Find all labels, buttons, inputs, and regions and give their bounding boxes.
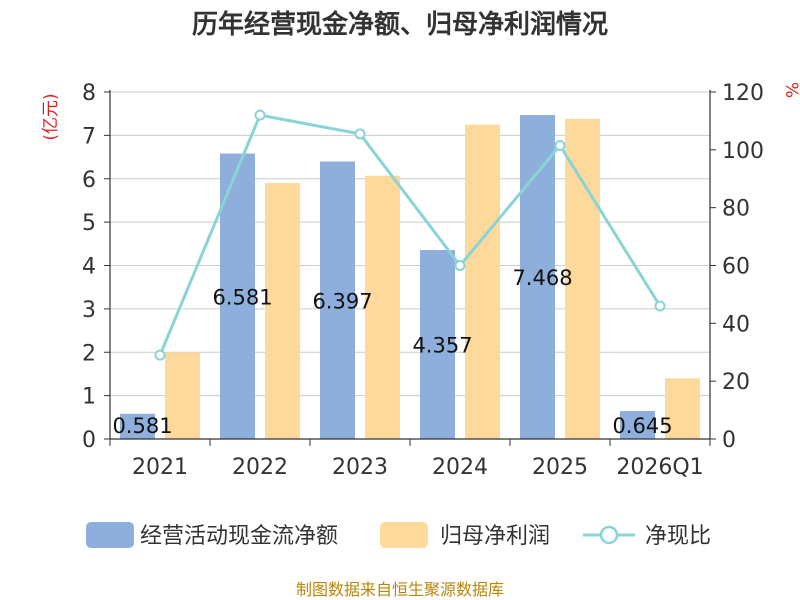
bar-value-label: 6.581	[212, 285, 272, 309]
left-tick-label: 0	[82, 428, 96, 453]
left-axis-unit: (亿元)	[41, 93, 61, 140]
source-note: 制图数据来自恒生聚源数据库	[296, 580, 504, 599]
ratio-point	[454, 260, 466, 271]
bar-net-profit	[265, 183, 300, 439]
bar-cash-flow	[320, 161, 355, 439]
bar-net-profit	[365, 175, 400, 439]
bar-value-label: 0.645	[612, 414, 672, 438]
x-tick-label: 2025	[532, 455, 588, 480]
bar-marks	[120, 115, 700, 439]
ratio-point	[554, 139, 566, 151]
x-tick-label: 2026Q1	[616, 455, 703, 480]
bar-net-profit	[565, 118, 600, 439]
left-tick-label: 7	[82, 124, 96, 149]
ratio-line-path	[158, 113, 662, 356]
bar-cash-flow	[420, 250, 455, 439]
right-tick-label: 100	[722, 139, 764, 164]
right-tick-label: 120	[722, 81, 764, 106]
bar-cash-flow	[220, 153, 255, 439]
bar-value-label: 7.468	[512, 266, 572, 290]
x-tick-label: 2022	[232, 455, 288, 480]
legend-swatch	[86, 522, 134, 548]
left-tick-label: 3	[82, 298, 96, 323]
ratio-line	[154, 109, 666, 361]
right-tick-label: 20	[722, 370, 750, 395]
x-tick-label: 2021	[132, 455, 188, 480]
bar-net-profit	[465, 124, 500, 439]
bar-net-profit	[665, 378, 700, 439]
right-axis-unit: %	[781, 82, 800, 98]
ratio-point	[654, 300, 666, 312]
legend: 经营活动现金流净额 归母净利润 净现比	[86, 522, 711, 549]
bar-value-label: 0.581	[112, 414, 172, 438]
bar-cash-flow	[120, 413, 155, 439]
bar-cash-flow	[520, 115, 555, 439]
legend-label: 净现比	[645, 524, 711, 549]
right-tick-label: 80	[722, 197, 750, 222]
legend-line-marker	[599, 525, 619, 545]
left-tick-label: 6	[82, 168, 96, 193]
gridlines	[110, 91, 710, 397]
bar-value-label: 4.357	[412, 334, 472, 358]
bar-value-label: 6.397	[312, 289, 372, 313]
bar-net-profit	[165, 352, 200, 439]
legend-label: 经营活动现金流净额	[140, 524, 338, 549]
x-tick-label: 2024	[432, 455, 488, 480]
right-tick-label: 40	[722, 312, 750, 337]
legend-label: 归母净利润	[440, 524, 550, 549]
chart-title: 历年经营现金净额、归母净利润情况	[192, 9, 608, 40]
left-tick-label: 4	[82, 255, 96, 280]
right-tick-label: 0	[722, 428, 736, 453]
left-tick-label: 2	[82, 341, 96, 366]
ratio-point	[154, 349, 166, 361]
left-tick-label: 1	[82, 385, 96, 410]
ratio-point	[254, 109, 266, 121]
bar-cash-flow	[620, 411, 655, 439]
ratio-point	[354, 128, 366, 140]
left-tick-label: 8	[82, 81, 96, 106]
left-tick-label: 5	[82, 211, 96, 236]
x-tick-label: 2023	[332, 455, 388, 480]
data-labels: 0.581 6.581 6.397 4.357 7.468 0.645	[112, 266, 672, 438]
right-tick-label: 60	[722, 255, 750, 280]
legend-swatch	[380, 522, 428, 548]
